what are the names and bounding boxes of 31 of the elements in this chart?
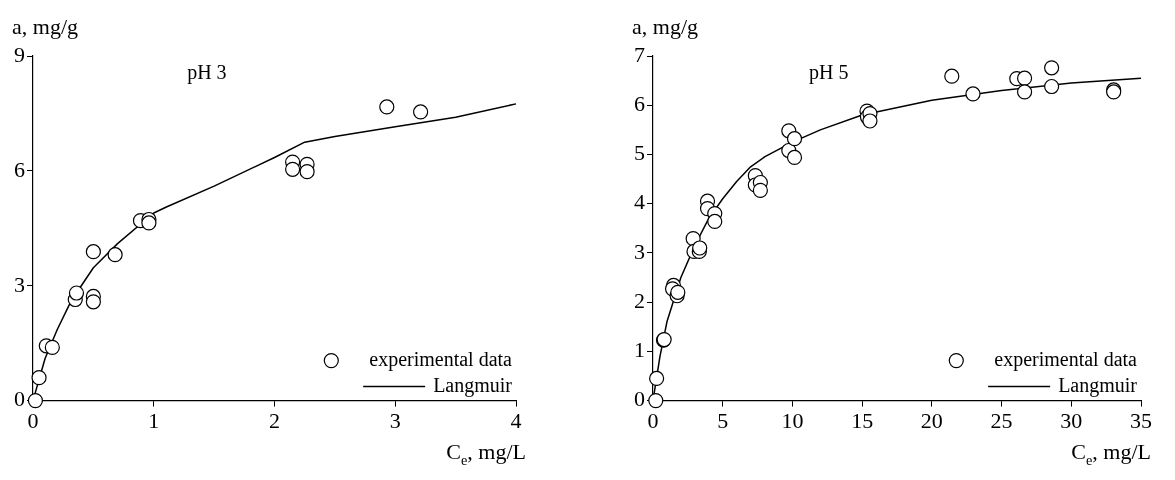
legend-label: Langmuir: [433, 373, 513, 397]
y-axis-title: a, mg/g: [12, 14, 78, 39]
y-tick-label: 4: [634, 189, 645, 215]
x-tick-label: 5: [717, 407, 729, 433]
y-tick-label: 6: [634, 91, 645, 117]
x-tick-label: 4: [510, 407, 522, 433]
legend-label: Langmuir: [1058, 373, 1138, 397]
y-tick-label: 5: [634, 140, 645, 166]
y-tick-label: 0: [634, 386, 645, 412]
y-tick-label: 3: [14, 271, 25, 297]
y-axis-title: a, mg/g: [632, 14, 698, 39]
y-tick-label: 7: [634, 41, 645, 67]
y-tick-label: 2: [634, 287, 645, 313]
x-tick-label: 25: [990, 407, 1013, 433]
x-tick-label: 3: [389, 407, 401, 433]
y-tick-label: 6: [14, 156, 25, 182]
x-tick-label: 35: [1130, 407, 1152, 433]
y-tick-label: 1: [634, 337, 645, 363]
x-tick-label: 10: [781, 407, 804, 433]
chart-title: pH 3: [187, 61, 227, 85]
y-tick-label: 3: [634, 238, 645, 264]
x-tick-label: 30: [1060, 407, 1083, 433]
x-tick-label: 20: [920, 407, 943, 433]
y-tick-label: 9: [14, 41, 25, 67]
chart-title: pH 5: [808, 61, 849, 85]
x-tick-label: 15: [851, 407, 874, 433]
x-tick-label: 2: [269, 407, 280, 433]
y-tick-label: 0: [14, 386, 25, 412]
legend-label: experimental data: [369, 347, 513, 371]
x-tick-label: 1: [148, 407, 160, 433]
legend-label: experimental data: [994, 347, 1138, 371]
